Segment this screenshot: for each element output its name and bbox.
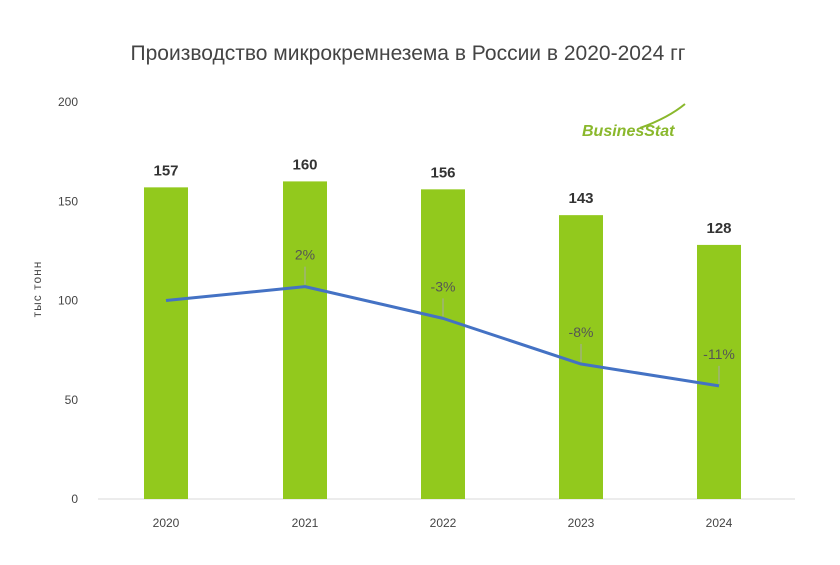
y-axis-label: тыс тонн — [30, 261, 44, 318]
y-axis-ticks: 0 50 100 150 200 — [58, 95, 78, 506]
logo-swoosh — [639, 103, 686, 129]
logo-text: BusinesStat — [582, 123, 675, 140]
x-tick-label: 2021 — [292, 516, 319, 530]
bar-value-label: 143 — [568, 190, 593, 207]
y-tick-label: 0 — [71, 492, 78, 506]
x-axis-ticks: 2020 2021 2022 2023 2024 — [153, 516, 733, 530]
bar-value-label: 156 — [430, 164, 455, 181]
bar-value-label: 128 — [706, 220, 731, 237]
x-tick-label: 2024 — [706, 516, 733, 530]
bar-value-labels: 157 160 156 143 128 — [153, 156, 731, 237]
bar-value-label: 157 — [153, 162, 178, 179]
bar — [421, 189, 465, 499]
y-tick-label: 100 — [58, 294, 78, 308]
y-tick-label: 50 — [65, 393, 79, 407]
bars — [144, 181, 741, 500]
pct-change-label: -11% — [703, 346, 735, 362]
x-tick-label: 2020 — [153, 516, 180, 530]
change-line-series: 2% -3% -8% -11% — [165, 247, 735, 388]
pct-change-label: 2% — [295, 247, 315, 263]
change-line — [165, 285, 720, 388]
bar — [283, 181, 327, 499]
chart-title: Производство микрокремнезема в России в … — [131, 42, 686, 65]
pct-change-label: -8% — [569, 324, 594, 340]
x-tick-label: 2023 — [568, 516, 595, 530]
bar — [144, 187, 188, 500]
x-tick-label: 2022 — [430, 516, 457, 530]
brand-logo: BusinesStat — [582, 103, 686, 140]
bar-value-label: 160 — [292, 156, 317, 173]
y-tick-label: 200 — [58, 95, 78, 109]
pct-change-label: -3% — [431, 278, 456, 294]
y-tick-label: 150 — [58, 194, 78, 208]
